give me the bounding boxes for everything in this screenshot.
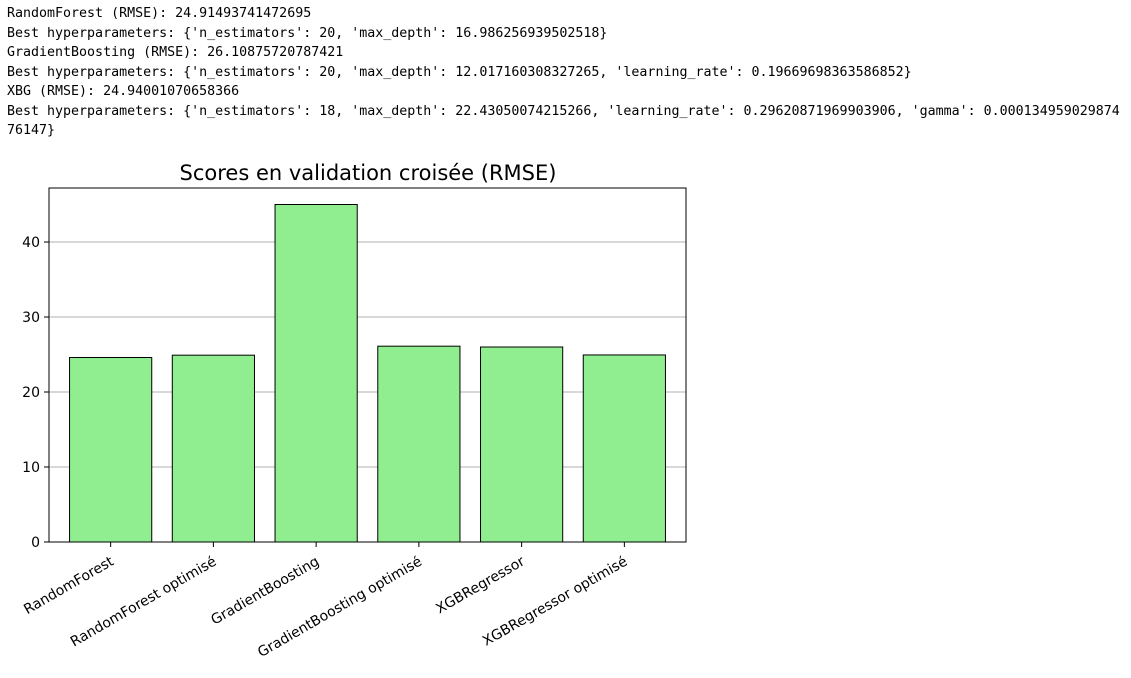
plot-frame — [48, 187, 687, 543]
y-tick-label: 20 — [22, 385, 40, 401]
y-tick-label: 10 — [22, 460, 40, 476]
bar-gradientboosting-optimis — [377, 345, 461, 543]
y-tick-label: 30 — [22, 310, 40, 326]
console-output: RandomForest (RMSE): 24.91493741472695 B… — [7, 4, 1125, 141]
console-line: GradientBoosting (RMSE): 26.108757207874… — [7, 45, 344, 60]
x-tick-label: RandomForest — [21, 553, 117, 618]
console-line: Best hyperparameters: {'n_estimators': 2… — [7, 25, 608, 41]
bar-xgbregressor — [480, 346, 564, 543]
bar-randomforest — [69, 357, 153, 543]
y-axis-ticks: 0 10 20 30 40 — [22, 235, 49, 551]
y-tick-label: 40 — [22, 235, 40, 251]
chart-title: Scores en validation croisée (RMSE) — [180, 161, 557, 185]
grid-lines — [49, 241, 686, 468]
y-tick-label: 0 — [31, 535, 40, 551]
console-line: RandomForest (RMSE): 24.91493741472695 — [7, 6, 312, 21]
console-line: Best hyperparameters: {'n_estimators': 1… — [7, 103, 1120, 139]
bar-xgbregressor-optimis — [582, 354, 666, 543]
console-line: XBG (RMSE): 24.94001070658366 — [7, 84, 240, 99]
console-line: Best hyperparameters: {'n_estimators': 2… — [7, 64, 912, 80]
bars — [69, 204, 666, 543]
bar-randomforest-optimis — [171, 354, 255, 543]
x-tick-label: XGBRegressor — [433, 553, 527, 617]
x-tick-label: GradientBoosting optimisé — [255, 554, 425, 661]
bar-gradientboosting — [274, 204, 358, 543]
